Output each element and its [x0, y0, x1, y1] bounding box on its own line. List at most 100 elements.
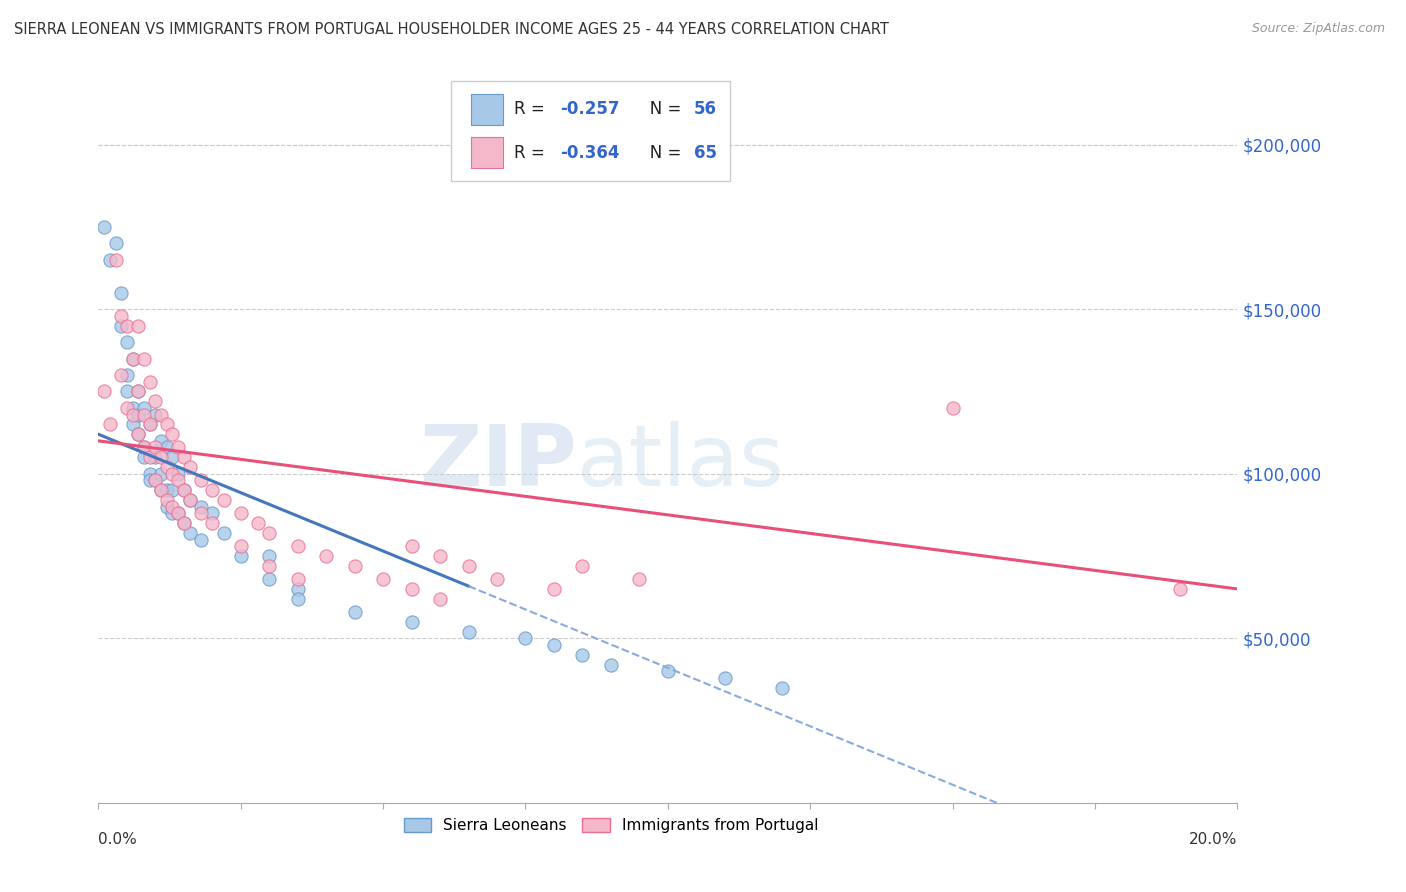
Point — [173, 483, 195, 498]
Point — [315, 549, 337, 563]
Point — [121, 351, 143, 366]
Point — [628, 572, 651, 586]
Point — [132, 401, 155, 415]
Point — [127, 384, 149, 399]
Point — [156, 441, 179, 455]
Text: atlas: atlas — [576, 421, 785, 504]
Text: N =: N = — [634, 144, 686, 161]
Point — [190, 506, 212, 520]
Point — [714, 671, 737, 685]
Point — [190, 533, 212, 547]
Point — [145, 394, 167, 409]
Point — [132, 408, 155, 422]
Point — [179, 526, 201, 541]
Point — [104, 252, 127, 267]
Point — [259, 572, 281, 586]
Point — [156, 483, 179, 498]
Bar — [471, 94, 503, 125]
Point — [162, 467, 184, 481]
Text: 56: 56 — [695, 100, 717, 118]
Point — [190, 500, 212, 514]
Point — [212, 526, 235, 541]
Point — [457, 558, 479, 573]
Point — [93, 384, 115, 399]
Point — [104, 236, 127, 251]
Point — [162, 427, 184, 442]
Point — [132, 351, 155, 366]
Point — [179, 493, 201, 508]
Point — [150, 408, 173, 422]
Point — [343, 605, 366, 619]
Point — [121, 408, 143, 422]
Point — [115, 384, 138, 399]
Point — [571, 648, 593, 662]
Point — [145, 450, 167, 465]
Point — [167, 441, 190, 455]
Point — [486, 572, 509, 586]
Point — [259, 549, 281, 563]
Point — [401, 539, 423, 553]
Point — [156, 417, 179, 432]
Point — [115, 335, 138, 350]
Point — [145, 441, 167, 455]
Point — [138, 473, 160, 487]
Point — [229, 539, 252, 553]
Point — [167, 473, 190, 487]
Point — [127, 318, 149, 333]
Point — [145, 473, 167, 487]
Point — [600, 657, 623, 672]
Point — [150, 483, 173, 498]
Point — [138, 375, 160, 389]
Point — [201, 516, 224, 530]
Point — [98, 252, 121, 267]
Point — [657, 664, 679, 678]
Point — [150, 434, 173, 448]
Text: R =: R = — [515, 100, 550, 118]
Point — [110, 318, 132, 333]
Text: -0.364: -0.364 — [560, 144, 619, 161]
Point — [150, 450, 173, 465]
Point — [93, 219, 115, 234]
Bar — [471, 137, 503, 169]
Point — [942, 401, 965, 415]
Point — [156, 493, 179, 508]
Point — [179, 460, 201, 475]
Point — [138, 417, 160, 432]
Text: Source: ZipAtlas.com: Source: ZipAtlas.com — [1251, 22, 1385, 36]
Point — [201, 506, 224, 520]
Point — [162, 500, 184, 514]
Text: SIERRA LEONEAN VS IMMIGRANTS FROM PORTUGAL HOUSEHOLDER INCOME AGES 25 - 44 YEARS: SIERRA LEONEAN VS IMMIGRANTS FROM PORTUG… — [14, 22, 889, 37]
Point — [150, 467, 173, 481]
Text: 20.0%: 20.0% — [1189, 832, 1237, 847]
Point — [156, 500, 179, 514]
Point — [401, 582, 423, 596]
Point — [190, 473, 212, 487]
Point — [287, 591, 309, 606]
Point — [229, 506, 252, 520]
Point — [162, 483, 184, 498]
Point — [138, 417, 160, 432]
Point — [229, 549, 252, 563]
Point — [132, 441, 155, 455]
Point — [373, 572, 395, 586]
Point — [132, 450, 155, 465]
Point — [543, 638, 565, 652]
Point — [515, 632, 537, 646]
Point — [543, 582, 565, 596]
Point — [429, 591, 451, 606]
Point — [259, 526, 281, 541]
Point — [145, 408, 167, 422]
Point — [121, 417, 143, 432]
Point — [145, 473, 167, 487]
Point — [110, 309, 132, 323]
Point — [115, 318, 138, 333]
Point — [162, 506, 184, 520]
Text: ZIP: ZIP — [419, 421, 576, 504]
Text: -0.257: -0.257 — [560, 100, 619, 118]
Point — [287, 582, 309, 596]
Text: 0.0%: 0.0% — [98, 832, 138, 847]
Point — [173, 483, 195, 498]
Point — [121, 351, 143, 366]
Point — [173, 450, 195, 465]
Point — [127, 408, 149, 422]
